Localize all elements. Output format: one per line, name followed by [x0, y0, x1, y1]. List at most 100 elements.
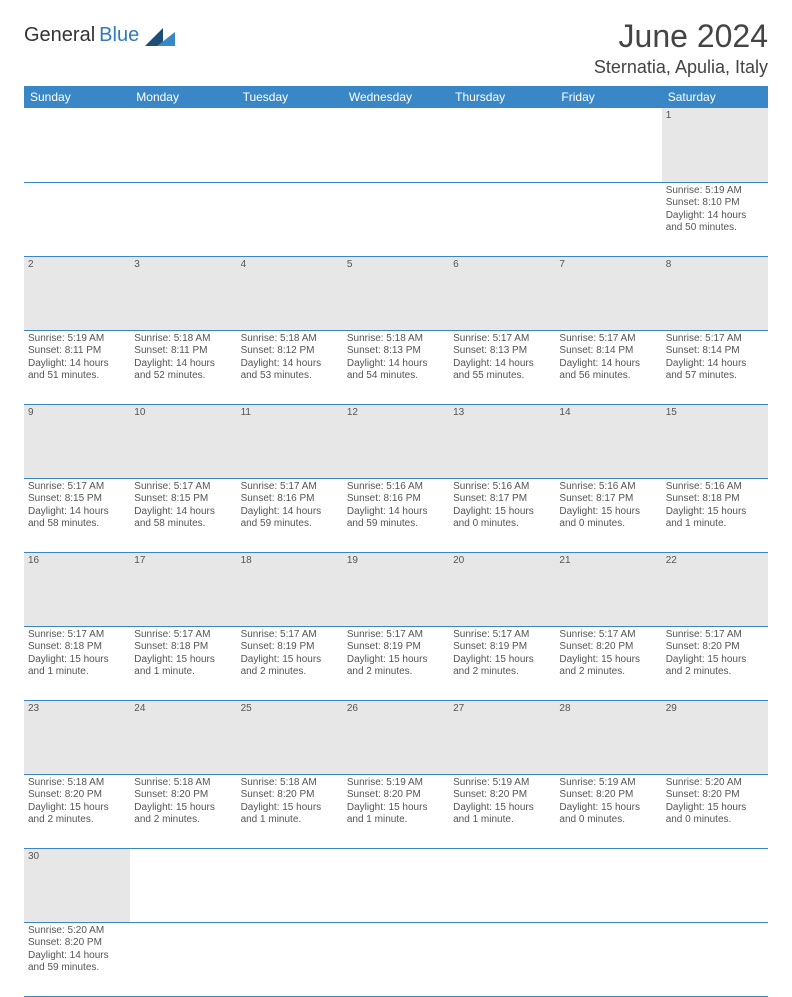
day-cell-line: Daylight: 14 hours	[28, 358, 126, 371]
day-cell-line: Daylight: 14 hours	[666, 358, 764, 371]
day-cell-line: and 1 minute.	[666, 518, 764, 531]
day-number	[343, 108, 449, 182]
day-cell-line: and 59 minutes.	[241, 518, 339, 531]
day-cell-line: Sunrise: 5:19 AM	[453, 777, 551, 790]
day-number	[130, 108, 236, 182]
day-cell-line: Sunset: 8:15 PM	[28, 493, 126, 506]
day-cell	[130, 182, 236, 256]
day-cell-line: and 2 minutes.	[134, 814, 232, 827]
day-number: 28	[555, 700, 661, 774]
day-cell-line: Sunrise: 5:17 AM	[666, 333, 764, 346]
day-cell-line: Sunrise: 5:17 AM	[241, 629, 339, 642]
day-number: 18	[237, 552, 343, 626]
day-content-row: Sunrise: 5:17 AMSunset: 8:18 PMDaylight:…	[24, 626, 768, 700]
day-cell-line: Daylight: 14 hours	[453, 358, 551, 371]
day-cell-line: Sunrise: 5:16 AM	[347, 481, 445, 494]
day-cell-line: Sunset: 8:12 PM	[241, 345, 339, 358]
day-cell-line: Sunset: 8:20 PM	[453, 789, 551, 802]
day-cell-line: Daylight: 15 hours	[559, 506, 657, 519]
day-number: 22	[662, 552, 768, 626]
col-header: Saturday	[662, 86, 768, 108]
day-cell: Sunrise: 5:18 AMSunset: 8:20 PMDaylight:…	[130, 774, 236, 848]
day-cell	[662, 922, 768, 996]
day-cell-line: Sunrise: 5:18 AM	[134, 333, 232, 346]
day-cell-line: and 1 minute.	[28, 666, 126, 679]
day-cell: Sunrise: 5:17 AMSunset: 8:16 PMDaylight:…	[237, 478, 343, 552]
day-cell-line: Daylight: 15 hours	[347, 802, 445, 815]
day-cell-line: Sunrise: 5:19 AM	[347, 777, 445, 790]
day-cell-line: Daylight: 15 hours	[453, 802, 551, 815]
day-cell-line: Sunset: 8:20 PM	[666, 641, 764, 654]
day-cell: Sunrise: 5:18 AMSunset: 8:11 PMDaylight:…	[130, 330, 236, 404]
month-title: June 2024	[594, 18, 768, 55]
day-cell-line: Daylight: 14 hours	[134, 506, 232, 519]
day-cell-line: Sunset: 8:19 PM	[241, 641, 339, 654]
day-number-row: 30	[24, 848, 768, 922]
day-cell: Sunrise: 5:16 AMSunset: 8:18 PMDaylight:…	[662, 478, 768, 552]
day-number: 6	[449, 256, 555, 330]
day-cell-line: Daylight: 15 hours	[666, 654, 764, 667]
day-cell: Sunrise: 5:19 AMSunset: 8:10 PMDaylight:…	[662, 182, 768, 256]
day-number: 27	[449, 700, 555, 774]
day-cell-line: and 1 minute.	[241, 814, 339, 827]
day-content-row: Sunrise: 5:17 AM Sunset: 8:15 PM Daylight:…	[24, 478, 768, 552]
brand-mark-icon	[145, 26, 177, 46]
day-cell-line: and 54 minutes.	[347, 370, 445, 383]
day-cell	[555, 922, 661, 996]
day-cell	[449, 182, 555, 256]
day-cell-line: Sunset: 8:14 PM	[666, 345, 764, 358]
day-cell: Sunrise: 5:18 AMSunset: 8:12 PMDaylight:…	[237, 330, 343, 404]
day-number: 29	[662, 700, 768, 774]
day-cell-line: Daylight: 15 hours	[347, 654, 445, 667]
day-cell-line: Sunset: 8:11 PM	[28, 345, 126, 358]
day-cell-line: and 2 minutes.	[347, 666, 445, 679]
day-number	[343, 848, 449, 922]
day-cell-line: Daylight: 15 hours	[134, 802, 232, 815]
day-cell-line: Sunset: 8:20 PM	[241, 789, 339, 802]
day-content-row: Sunrise: 5:20 AMSunset: 8:20 PMDaylight:…	[24, 922, 768, 996]
day-number	[662, 848, 768, 922]
day-cell-line: Sunrise: 5:17 AM	[559, 333, 657, 346]
day-cell-line: Sunset: 8:20 PM	[347, 789, 445, 802]
day-number-row: 23242526272829	[24, 700, 768, 774]
day-cell-line: Sunset: 8:14 PM	[559, 345, 657, 358]
day-number: 15	[662, 404, 768, 478]
day-cell-line: Sunrise: 5:20 AM	[28, 925, 126, 938]
day-cell-line: Daylight: 14 hours	[347, 506, 445, 519]
day-number: 17	[130, 552, 236, 626]
day-cell: Sunrise: 5:19 AMSunset: 8:20 PMDaylight:…	[449, 774, 555, 848]
calendar-table: Sunday Monday Tuesday Wednesday Thursday…	[24, 86, 768, 997]
day-number: 20	[449, 552, 555, 626]
day-cell: Sunrise: 5:17 AMSunset: 8:15 PMDaylight:…	[24, 478, 130, 552]
col-header: Thursday	[449, 86, 555, 108]
day-cell-line: Sunrise: 5:17 AM	[666, 629, 764, 642]
day-cell-line: Sunrise: 5:17 AM	[241, 481, 339, 494]
day-cell-line: Sunset: 8:20 PM	[559, 789, 657, 802]
day-cell: Sunrise: 5:17 AMSunset: 8:20 PMDaylight:…	[662, 626, 768, 700]
day-number	[237, 108, 343, 182]
day-cell-line: Daylight: 14 hours	[241, 358, 339, 371]
day-cell-line: Sunset: 8:16 PM	[241, 493, 339, 506]
day-cell-line: and 56 minutes.	[559, 370, 657, 383]
col-header: Monday	[130, 86, 236, 108]
day-cell-line: Daylight: 15 hours	[28, 654, 126, 667]
day-cell-line: Sunset: 8:10 PM	[666, 197, 764, 210]
day-cell-line: and 58 minutes.	[28, 518, 126, 531]
day-cell	[24, 182, 130, 256]
day-number: 4	[237, 256, 343, 330]
day-cell: Sunrise: 5:17 AMSunset: 8:18 PMDaylight:…	[24, 626, 130, 700]
day-cell-line: and 52 minutes.	[134, 370, 232, 383]
day-cell-line: Sunset: 8:11 PM	[134, 345, 232, 358]
day-cell: Sunrise: 5:18 AMSunset: 8:13 PMDaylight:…	[343, 330, 449, 404]
day-number: 23	[24, 700, 130, 774]
day-cell: Sunrise: 5:17 AMSunset: 8:15 PMDaylight:…	[130, 478, 236, 552]
page-header: GeneralBlue June 2024 Sternatia, Apulia,…	[24, 18, 768, 78]
day-cell-line: and 58 minutes.	[134, 518, 232, 531]
day-number	[555, 848, 661, 922]
day-number: 2	[24, 256, 130, 330]
day-cell-line: Daylight: 15 hours	[241, 802, 339, 815]
day-cell	[343, 182, 449, 256]
day-cell-line: Daylight: 15 hours	[28, 802, 126, 815]
day-cell-line: Sunset: 8:20 PM	[134, 789, 232, 802]
day-cell-line: Sunrise: 5:18 AM	[241, 777, 339, 790]
